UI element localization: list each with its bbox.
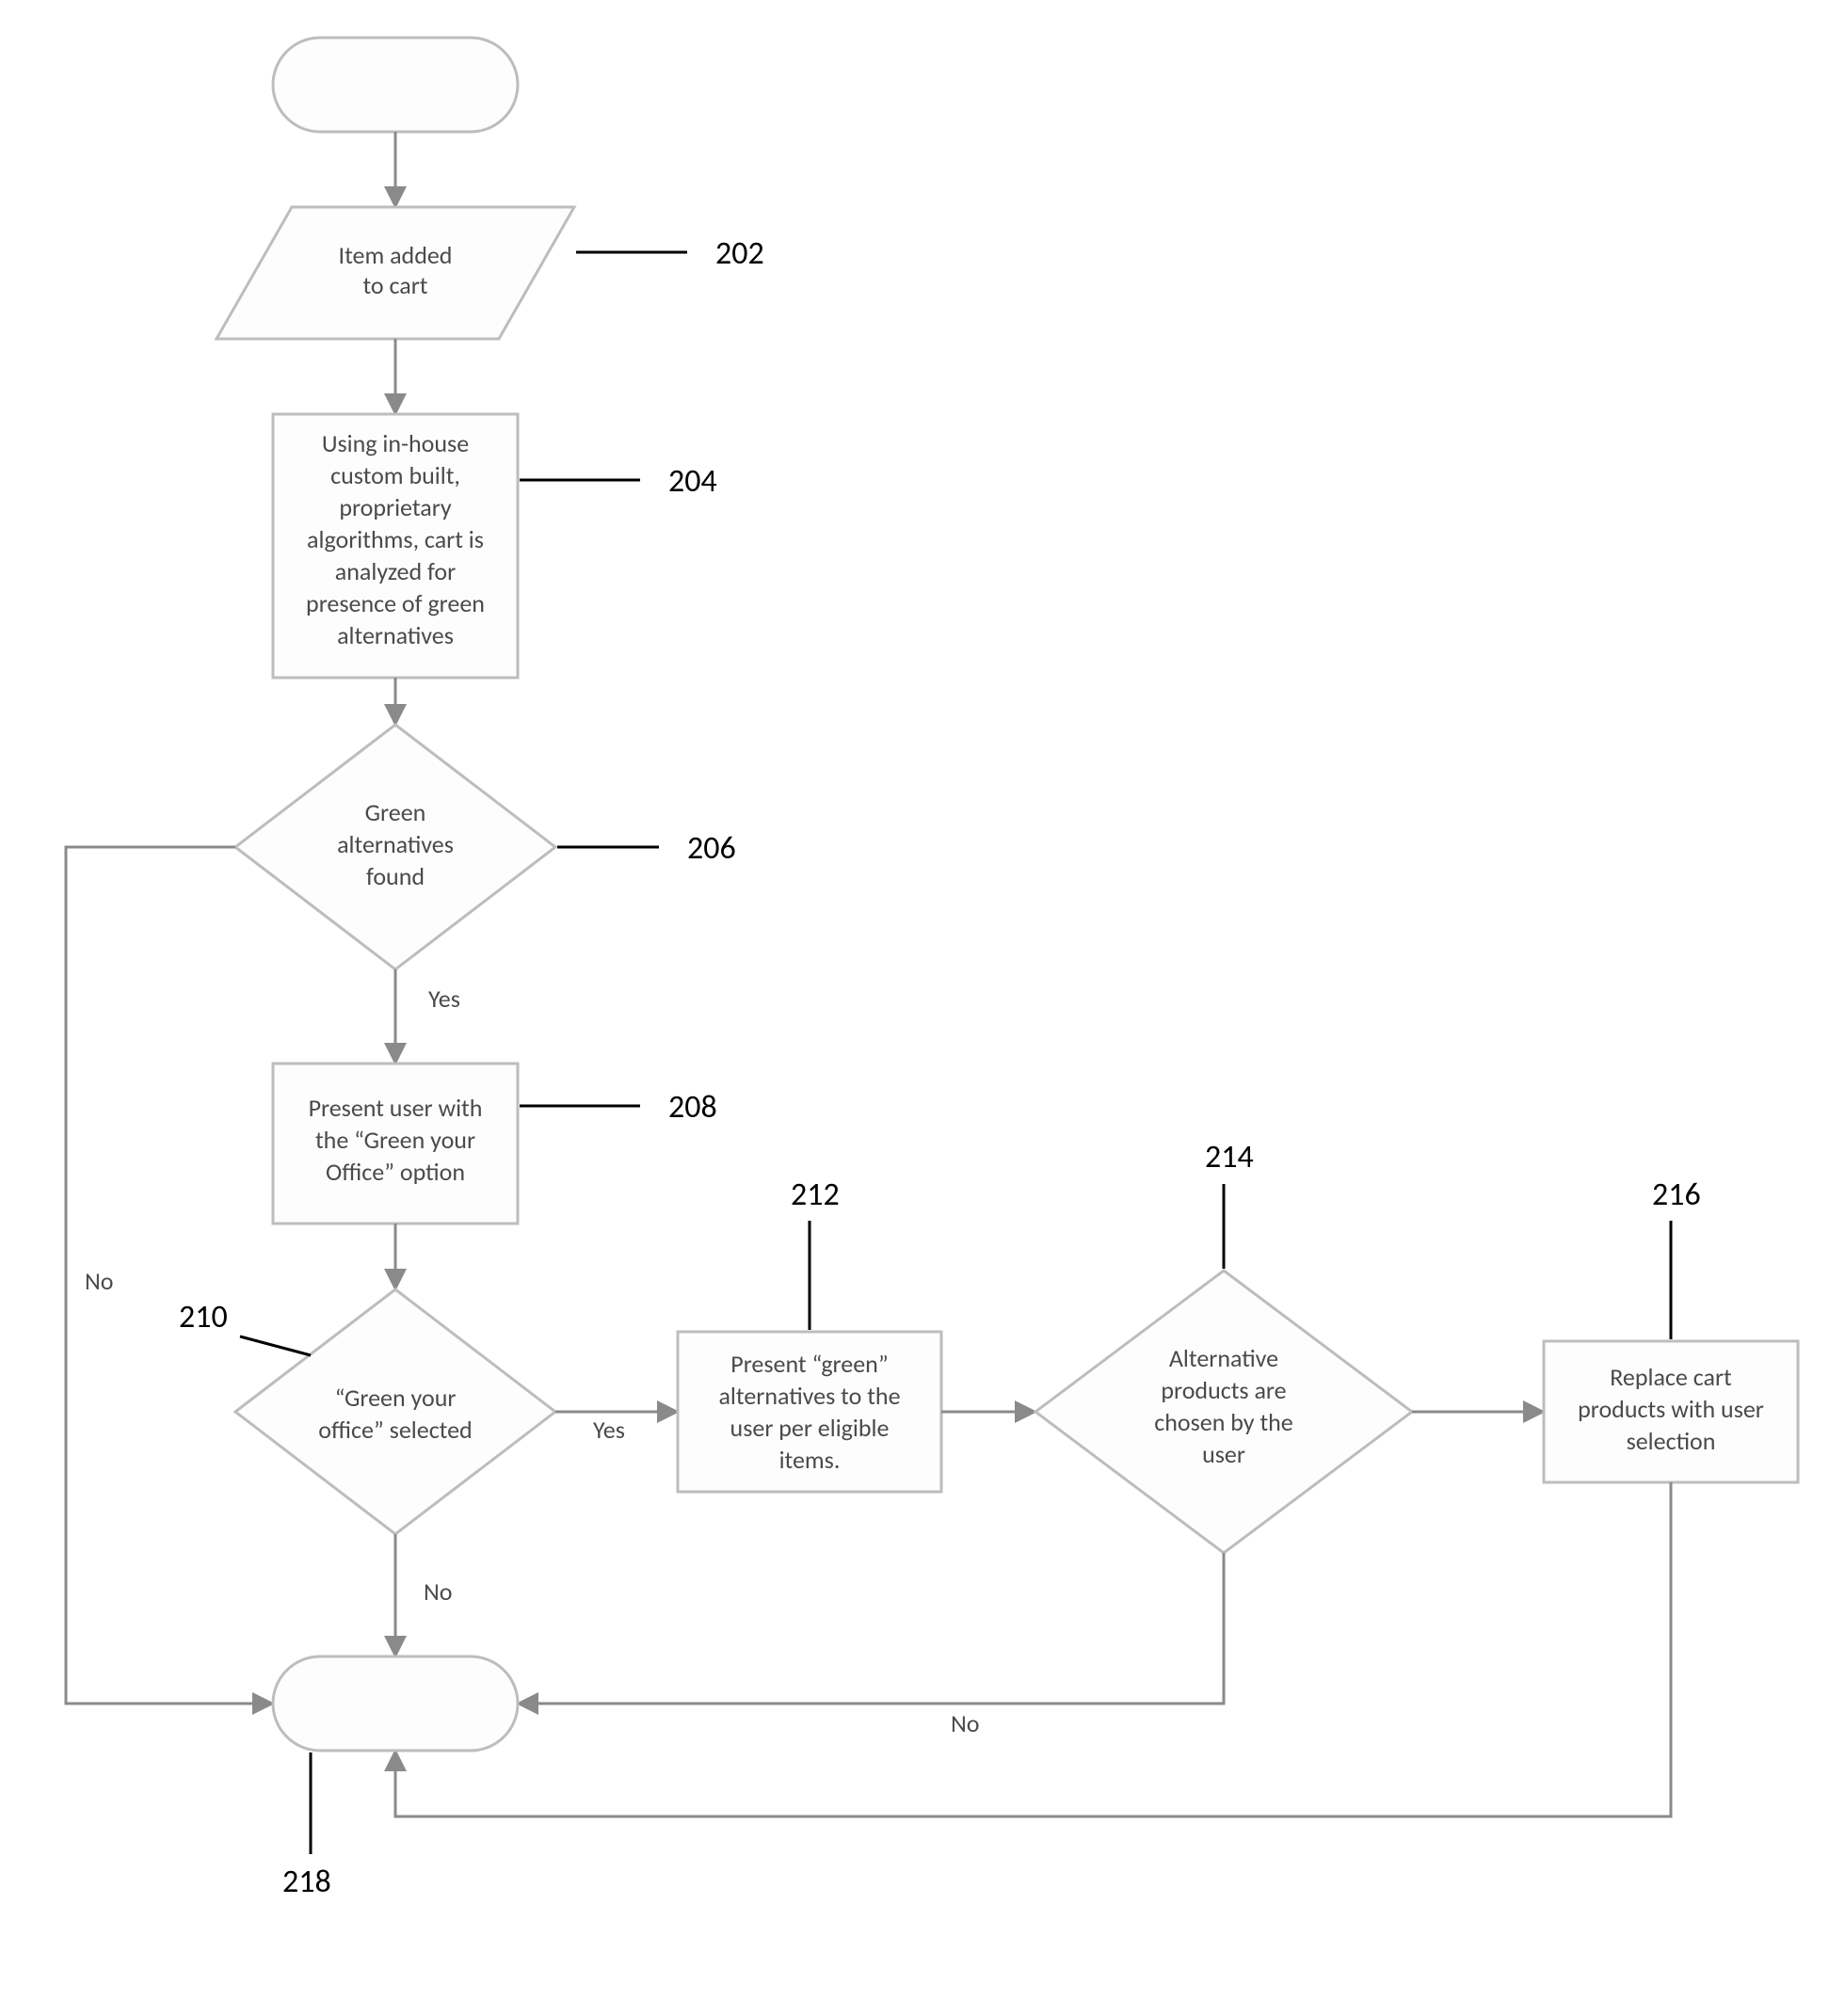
flowchart-canvas: Item added to cart 202 Using in-house cu…: [0, 0, 1845, 2016]
ref-216: 216: [1652, 1176, 1701, 1214]
node-208: Present user with the “Green your Office…: [273, 1064, 518, 1224]
node-216-l1: Replace cart: [1610, 1362, 1732, 1392]
edge-206-218-label: No: [85, 1266, 114, 1296]
node-202-line1: Item added: [339, 240, 453, 270]
ref-204: 204: [668, 462, 717, 501]
node-206-l2: alternatives: [337, 829, 454, 859]
ref-206: 206: [687, 829, 736, 868]
node-210-l2: office” selected: [318, 1415, 472, 1445]
node-204-l5: analyzed for: [335, 556, 456, 586]
node-210: “Green your office” selected: [235, 1289, 555, 1534]
node-204-l1: Using in-house: [322, 428, 469, 458]
end-node: [273, 1656, 518, 1751]
edge-210-212-label: Yes: [593, 1415, 625, 1445]
ref-208: 208: [668, 1088, 717, 1127]
node-216: Replace cart products with user selectio…: [1544, 1341, 1798, 1482]
node-204: Using in-house custom built, proprietary…: [273, 414, 518, 678]
ref-218: 218: [282, 1863, 331, 1901]
node-206: Green alternatives found: [235, 725, 555, 969]
node-212-l2: alternatives to the: [718, 1381, 900, 1411]
edge-216-218: [395, 1482, 1671, 1816]
node-204-l2: custom built,: [330, 460, 460, 490]
start-node: [273, 38, 518, 132]
node-216-l2: products with user: [1578, 1394, 1764, 1424]
node-204-l7: alternatives: [337, 620, 454, 650]
node-202-line2: to cart: [362, 270, 427, 300]
node-208-l2: the “Green your: [315, 1125, 475, 1155]
node-216-l3: selection: [1627, 1426, 1716, 1456]
leader-210: [240, 1336, 311, 1355]
node-214-l2: products are: [1161, 1375, 1286, 1405]
node-214-l3: chosen by the: [1154, 1407, 1293, 1437]
edge-210-218-label: No: [424, 1576, 453, 1607]
node-206-l3: found: [366, 861, 425, 891]
node-214-l4: user: [1202, 1439, 1245, 1469]
node-206-l1: Green: [365, 797, 426, 827]
ref-212: 212: [791, 1176, 840, 1214]
node-208-l3: Office” option: [326, 1157, 465, 1187]
node-212-l1: Present “green”: [730, 1349, 888, 1379]
ref-214: 214: [1205, 1138, 1254, 1176]
node-208-l1: Present user with: [309, 1093, 483, 1123]
node-210-l1: “Green your: [335, 1383, 457, 1413]
node-202: Item added to cart: [217, 207, 574, 339]
node-212-l3: user per eligible: [730, 1413, 890, 1443]
ref-202: 202: [715, 234, 764, 273]
node-214: Alternative products are chosen by the u…: [1035, 1271, 1412, 1553]
node-212: Present “green” alternatives to the user…: [678, 1332, 941, 1492]
node-204-l6: presence of green: [306, 588, 485, 618]
node-204-l4: algorithms, cart is: [307, 524, 484, 554]
edge-214-218: [520, 1553, 1224, 1704]
edge-206-208-label: Yes: [428, 984, 460, 1014]
node-204-l3: proprietary: [339, 492, 452, 522]
node-212-l4: items.: [779, 1445, 841, 1475]
edge-214-218-label: No: [951, 1708, 980, 1738]
node-214-l1: Alternative: [1169, 1343, 1278, 1373]
ref-210: 210: [179, 1298, 228, 1336]
